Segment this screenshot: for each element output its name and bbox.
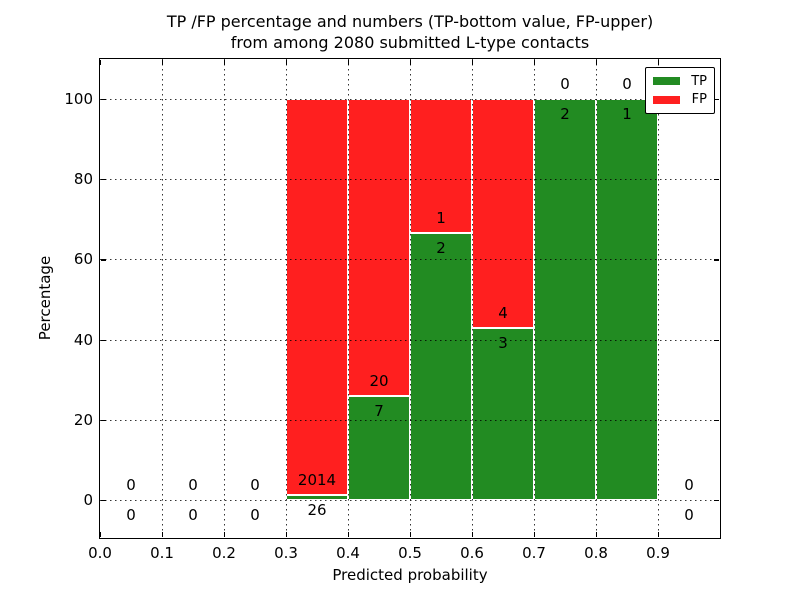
annotation-fp-bin-0.8: 0 — [622, 75, 632, 93]
bar-fp-bin-0.3 — [286, 99, 348, 495]
gridline-x-0.5 — [410, 59, 411, 538]
gridline-x-0.2 — [224, 59, 225, 538]
x-tick-label: 0.6 — [460, 544, 484, 562]
annotation-fp-bin-0.0: 0 — [126, 476, 136, 494]
annotation-tp-bin-0.0: 0 — [126, 506, 136, 524]
bar-tp-bin-0.5 — [410, 232, 472, 500]
annotation-tp-bin-0.5: 2 — [436, 238, 446, 257]
gridline-x-0.6 — [472, 59, 473, 538]
x-tick — [348, 532, 350, 537]
gridline-x-0.9 — [658, 59, 659, 538]
x-tick-top — [286, 60, 288, 65]
gridline-x-0.7 — [534, 59, 535, 538]
y-axis-label: Percentage — [36, 255, 54, 341]
y-tick-right — [714, 339, 719, 341]
x-tick-top — [162, 60, 164, 65]
x-tick — [658, 532, 660, 537]
y-tick-label: 60 — [73, 250, 93, 269]
x-tick-label: 0.5 — [398, 544, 422, 562]
bar-tp-bin-0.6 — [472, 328, 534, 500]
annotation-fp-bin-0.6: 4 — [498, 304, 508, 323]
bar-fp-bin-0.4 — [348, 99, 410, 397]
gridline-x-0.1 — [162, 59, 163, 538]
y-tick-label: 40 — [73, 330, 93, 349]
annotation-fp-bin-0.4: 20 — [369, 372, 389, 391]
x-tick — [472, 532, 474, 537]
x-tick-label: 0.4 — [336, 544, 360, 562]
y-tick-right — [714, 259, 719, 261]
x-tick-top — [224, 60, 226, 65]
annotation-tp-bin-0.1: 0 — [188, 506, 198, 524]
legend-item-fp: FP — [653, 92, 707, 107]
x-tick — [410, 532, 412, 537]
annotation-tp-bin-0.8: 1 — [622, 105, 632, 123]
y-tick — [101, 419, 106, 421]
x-tick — [224, 532, 226, 537]
x-tick-top — [100, 60, 102, 65]
fp-legend-swatch — [653, 95, 680, 104]
legend-item-tp: TP — [653, 74, 707, 89]
x-axis-label: Predicted probability — [332, 566, 488, 584]
fp-legend-label: FP — [691, 92, 707, 108]
annotation-tp-bin-0.7: 2 — [560, 105, 570, 123]
y-tick — [101, 500, 106, 502]
annotation-fp-bin-0.1: 0 — [188, 476, 198, 494]
x-tick-top — [534, 60, 536, 65]
annotation-tp-bin-0.9: 0 — [684, 506, 694, 524]
x-tick — [162, 532, 164, 537]
y-tick-label: 0 — [83, 491, 93, 509]
x-tick-label: 0.9 — [646, 544, 670, 562]
y-tick-label: 80 — [73, 170, 93, 189]
y-tick-label: 100 — [64, 90, 93, 108]
x-tick-label: 0.0 — [88, 544, 112, 562]
bar-fp-bin-0.6 — [472, 99, 534, 329]
gridline-x-0.4 — [348, 59, 349, 538]
gridline-x-0.8 — [596, 59, 597, 538]
legend: TP FP — [645, 67, 715, 114]
x-tick — [100, 532, 102, 537]
x-tick-label: 0.3 — [274, 544, 298, 562]
bar-tp-bin-0.7 — [534, 99, 596, 500]
x-tick — [286, 532, 288, 537]
y-tick-right — [714, 99, 719, 101]
annotation-tp-bin-0.6: 3 — [498, 334, 508, 353]
y-tick-right — [714, 179, 719, 181]
y-tick-label: 20 — [73, 410, 93, 429]
annotation-tp-bin-0.2: 0 — [250, 506, 260, 524]
y-tick — [101, 259, 106, 261]
chart-title: TP /FP percentage and numbers (TP-bottom… — [100, 11, 720, 53]
annotation-fp-bin-0.5: 1 — [436, 208, 446, 227]
x-tick-label: 0.1 — [150, 544, 174, 562]
x-tick-top — [472, 60, 474, 65]
y-tick — [101, 179, 106, 181]
y-tick — [101, 99, 106, 101]
annotation-tp-bin-0.4: 7 — [374, 402, 384, 421]
x-tick-top — [348, 60, 350, 65]
annotation-fp-bin-0.2: 0 — [250, 476, 260, 494]
y-tick-right — [714, 500, 719, 502]
x-tick — [534, 532, 536, 537]
bar-tp-bin-0.8 — [596, 99, 658, 500]
y-tick-right — [714, 419, 719, 421]
annotation-fp-bin-0.9: 0 — [684, 476, 694, 494]
x-tick-label: 0.7 — [522, 544, 546, 562]
tp-legend-label: TP — [691, 73, 707, 89]
x-tick-label: 0.8 — [584, 544, 608, 562]
y-tick — [101, 339, 106, 341]
x-tick-label: 0.2 — [212, 544, 236, 562]
x-tick-top — [410, 60, 412, 65]
annotation-fp-bin-0.3: 2014 — [297, 470, 337, 489]
x-tick-top — [596, 60, 598, 65]
chart-title-line2: from among 2080 submitted L-type contact… — [230, 33, 590, 52]
x-tick — [596, 532, 598, 537]
x-tick-top — [658, 60, 660, 65]
annotation-fp-bin-0.7: 0 — [560, 75, 570, 93]
tp-legend-swatch — [653, 77, 680, 86]
gridline-x-0.3 — [286, 59, 287, 538]
chart-title-line1: TP /FP percentage and numbers (TP-bottom… — [166, 12, 654, 31]
annotation-tp-bin-0.3: 26 — [307, 500, 327, 519]
